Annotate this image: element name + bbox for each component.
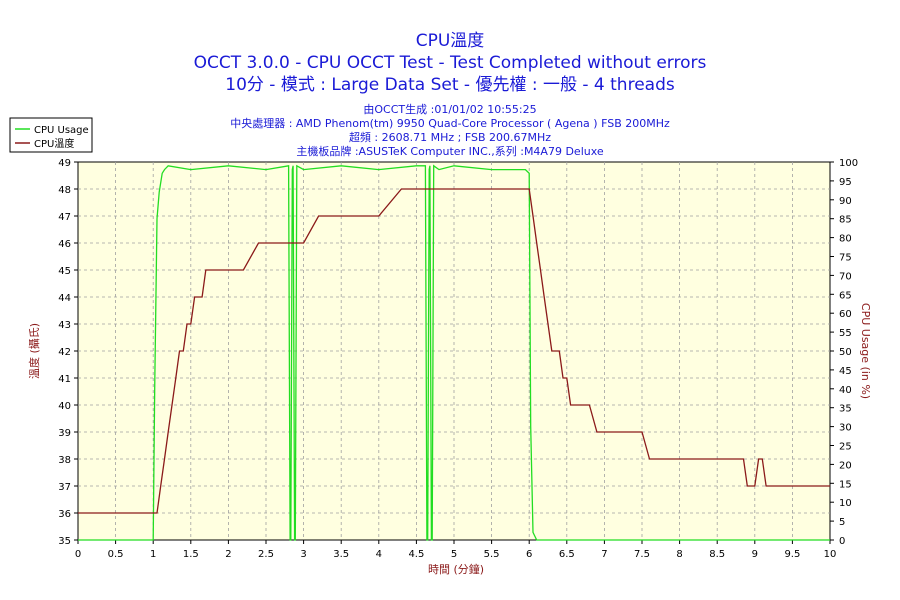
legend: CPU Usage CPU溫度 [9,117,93,153]
y-right-axis-label: CPU Usage (in %) [859,303,872,399]
y-left-tick-label: 42 [58,347,71,358]
series-line-cpu-usage [78,164,830,541]
series-layer [78,164,830,541]
y-left-tick-label: 36 [58,509,71,520]
x-tick-label: 2.5 [258,549,274,560]
x-tick-label: 4 [376,549,382,560]
y-right-axis-ticks: 0 5 10 15 20 25 30 35 40 45 50 55 60 65 70 75 80 85 90 95 10… [830,158,858,547]
y-left-tick-label: 38 [58,455,71,466]
y-left-tick-label: 46 [58,239,71,250]
x-tick-label: 8.5 [709,549,725,560]
y-left-tick-label: 37 [58,482,71,493]
y-right-tick-label: 5 [839,517,845,528]
info-line-2: 中央處理器 : AMD Phenom(tm) 9950 Quad-Core Pr… [230,116,670,130]
x-tick-label: 2 [225,549,231,560]
y-right-tick-label: 65 [839,290,852,301]
y-right-tick-label: 40 [839,385,852,396]
y-right-tick-label: 25 [839,442,852,453]
y-right-tick-label: 85 [839,215,852,226]
chart-subtitle-line-2: 10分 - 模式 : Large Data Set - 優先權 : 一般 - 4… [225,75,675,95]
y-left-tick-label: 45 [58,266,71,277]
x-tick-label: 3.5 [333,549,349,560]
y-right-tick-label: 100 [839,158,858,169]
y-left-axis-ticks: 35 36 37 38 39 40 41 42 43 44 45 46 47 48 49 [58,158,78,547]
x-axis-label: 時間 (分鐘) [428,562,484,576]
x-tick-label: 9.5 [784,549,800,560]
legend-usage-label: CPU Usage [34,125,89,136]
x-tick-label: 6.5 [559,549,575,560]
y-right-tick-label: 15 [839,479,852,490]
y-right-tick-label: 75 [839,253,852,264]
x-axis-ticks: 0 0.5 1 1.5 2 2.5 3 3.5 4 4.5 5 5.5 6 6.5 7 7.5 8 8.5 9 9.5… [75,540,837,560]
x-tick-label: 5 [451,549,457,560]
y-right-tick-label: 90 [839,196,852,207]
y-right-tick-label: 50 [839,347,852,358]
y-left-tick-label: 49 [58,158,71,169]
y-left-tick-label: 41 [58,374,71,385]
legend-temp-label: CPU溫度 [34,137,74,150]
y-right-tick-label: 45 [839,366,852,377]
info-line-4: 主機板品牌 :ASUSTeK Computer INC.,系列 :M4A79 D… [296,144,604,158]
y-left-tick-label: 44 [58,293,71,304]
y-right-tick-label: 0 [839,536,845,547]
y-right-tick-label: 20 [839,460,852,471]
y-left-axis-label: 溫度 (攝氏) [27,323,41,379]
y-left-tick-label: 40 [58,401,71,412]
y-left-tick-label: 43 [58,320,71,331]
grid [78,162,830,540]
info-line-1: 由OCCT生成 :01/01/02 10:55:25 [363,102,536,116]
x-tick-label: 0 [75,549,81,560]
x-tick-label: 5.5 [484,549,500,560]
x-tick-label: 4.5 [408,549,424,560]
chart-subtitle-line-1: OCCT 3.0.0 - CPU OCCT Test - Test Comple… [194,53,707,73]
y-right-tick-label: 60 [839,309,852,320]
x-tick-label: 7.5 [634,549,650,560]
y-right-tick-label: 95 [839,177,852,188]
info-line-3: 超頻 : 2608.71 MHz ; FSB 200.67MHz [349,130,551,144]
y-left-tick-label: 47 [58,212,71,223]
y-right-tick-label: 70 [839,271,852,282]
y-right-tick-label: 55 [839,328,852,339]
x-tick-label: 6 [526,549,532,560]
series-line-cpu-temperature [78,188,830,514]
y-right-tick-label: 35 [839,404,852,415]
y-right-tick-label: 30 [839,423,852,434]
y-left-tick-label: 48 [58,185,71,196]
y-right-tick-label: 80 [839,234,852,245]
y-right-tick-label: 10 [839,498,852,509]
x-tick-label: 1 [150,549,156,560]
x-tick-label: 8 [676,549,682,560]
x-tick-label: 10 [824,549,837,560]
x-tick-label: 0.5 [108,549,124,560]
x-tick-label: 1.5 [183,549,199,560]
y-left-tick-label: 39 [58,428,71,439]
chart-title: CPU溫度 [416,31,485,51]
x-tick-label: 3 [300,549,306,560]
x-tick-label: 7 [601,549,607,560]
y-left-tick-label: 35 [58,536,71,547]
x-tick-label: 9 [752,549,758,560]
legend-box [9,117,93,153]
